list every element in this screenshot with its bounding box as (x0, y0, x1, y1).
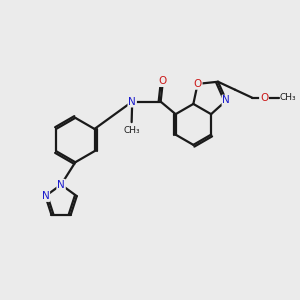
Text: O: O (159, 76, 167, 86)
Text: N: N (41, 191, 49, 201)
Text: N: N (57, 180, 65, 190)
Text: CH₃: CH₃ (280, 93, 297, 102)
Text: N: N (222, 95, 230, 106)
Text: O: O (194, 79, 202, 89)
Text: CH₃: CH₃ (123, 125, 140, 134)
Text: N: N (128, 97, 136, 106)
Text: O: O (260, 93, 268, 103)
